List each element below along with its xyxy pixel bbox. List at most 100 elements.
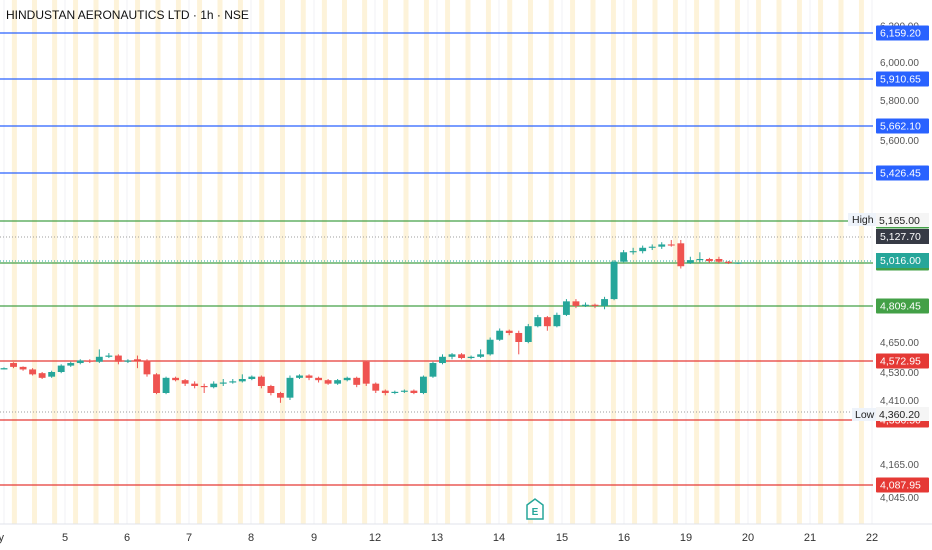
price-tick-label: 4,045.00 [880, 493, 919, 504]
candle-body [172, 377, 180, 381]
chart-title: HINDUSTAN AERONAUTICS LTD · 1h · NSE [6, 8, 249, 22]
date-tick-label: ay [0, 532, 4, 544]
high-marker: High 5,165.00 [848, 213, 929, 227]
candle-body [10, 363, 17, 367]
low-value: 4,360.20 [879, 409, 920, 421]
level-tag [876, 477, 929, 493]
candle-body [153, 374, 160, 393]
candle-body [553, 314, 561, 327]
session-band [217, 0, 223, 524]
candle-body [705, 258, 713, 262]
session-band [632, 0, 638, 524]
session-band [465, 0, 471, 524]
candle-body [210, 383, 218, 388]
date-tick-label: 20 [742, 532, 754, 544]
date-tick-label: 9 [311, 532, 317, 544]
session-band [403, 0, 409, 524]
candle-body [238, 379, 246, 382]
date-tick-label: 21 [804, 532, 816, 544]
session-band [652, 0, 658, 524]
candle-body [372, 383, 380, 391]
candle-body [515, 332, 523, 342]
candle-body [219, 382, 227, 384]
candle-body [400, 390, 408, 392]
candle-body [181, 380, 189, 384]
candle-body [334, 380, 342, 384]
date-tick-label: 5 [62, 532, 68, 544]
level-tag [876, 353, 929, 369]
candle-body [725, 261, 732, 263]
session-band [383, 0, 389, 524]
price-axis-bg [873, 0, 932, 550]
candle-body [486, 339, 494, 355]
candles [0, 239, 742, 403]
candle-body [543, 317, 551, 327]
session-band [838, 0, 844, 524]
candle-body [114, 355, 122, 362]
last-price-value: 5,016.00 [880, 255, 921, 267]
candle-body [410, 390, 418, 393]
candle-body [229, 381, 237, 383]
session-band [259, 0, 265, 524]
session-band [342, 0, 347, 524]
date-tick-label: 22 [866, 532, 878, 544]
candle-body [67, 363, 75, 366]
level-tag [876, 298, 929, 314]
candle-body [648, 246, 656, 248]
session-band [113, 0, 119, 524]
last-price-marker: 5,016.00 [876, 253, 929, 268]
earnings-marker[interactable]: E [526, 498, 544, 520]
candle-body [467, 356, 475, 359]
session-band [590, 0, 596, 524]
candle-body [200, 386, 208, 388]
candle-body [391, 391, 399, 393]
low-marker: Low 4,360.20 [852, 407, 929, 421]
candle-body [696, 258, 704, 261]
date-tick-label: 8 [248, 532, 254, 544]
candle-body [76, 360, 84, 364]
session-band [714, 0, 720, 524]
candle-body [629, 251, 637, 253]
earnings-marker-label: E [532, 507, 539, 518]
session-band [73, 0, 79, 524]
session-band [155, 0, 161, 524]
candle-body [353, 377, 361, 385]
session-band [694, 0, 700, 524]
session-band [570, 0, 576, 524]
session-band [321, 0, 327, 524]
candle-body [248, 376, 256, 379]
low-label: Low [855, 409, 875, 421]
level-tag-label: 4,809.45 [880, 301, 921, 313]
level-lines [0, 32, 873, 486]
high-label: High [852, 214, 874, 226]
candle-body [315, 377, 323, 381]
candle-body [143, 360, 151, 375]
date-tick-label: 7 [186, 532, 192, 544]
date-tick-label: 19 [680, 532, 692, 544]
session-band [175, 0, 181, 524]
candle-body [534, 317, 542, 327]
date-tick-label: 13 [431, 532, 443, 544]
date-tick-label: 15 [556, 532, 568, 544]
session-band [237, 0, 243, 524]
session-band [818, 0, 824, 524]
price-tick-label: 5,800.00 [880, 96, 919, 107]
candle-body [162, 377, 170, 393]
candle-body [362, 361, 370, 384]
session-band [796, 0, 802, 524]
candle-body [524, 326, 532, 342]
candle-body [477, 354, 485, 357]
candle-body [48, 372, 56, 377]
session-band [135, 0, 141, 524]
price-tick-label: 4,530.00 [880, 368, 919, 379]
candle-body [38, 373, 46, 378]
candle-body [296, 375, 303, 378]
session-band [11, 0, 17, 524]
session-band [672, 0, 678, 524]
session-band [93, 0, 99, 524]
candle-body [267, 386, 275, 393]
candle-body [286, 377, 294, 398]
session-band [776, 0, 782, 524]
level-tag [876, 25, 929, 41]
